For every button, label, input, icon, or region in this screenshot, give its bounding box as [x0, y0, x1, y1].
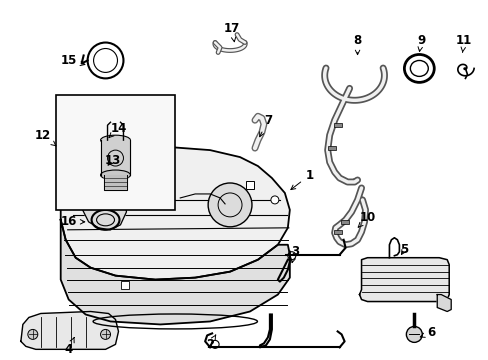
Text: 11: 11	[455, 34, 471, 53]
Bar	[333, 123, 341, 127]
Bar	[166, 181, 174, 189]
Text: 14: 14	[109, 122, 126, 138]
Text: 7: 7	[259, 114, 271, 137]
Circle shape	[208, 183, 251, 227]
Text: 17: 17	[224, 22, 240, 42]
Text: 6: 6	[420, 326, 434, 339]
Polygon shape	[21, 311, 118, 349]
Ellipse shape	[101, 135, 130, 145]
Polygon shape	[436, 294, 450, 311]
Polygon shape	[82, 183, 126, 230]
Bar	[121, 280, 129, 289]
Text: 8: 8	[353, 34, 361, 55]
Text: 16: 16	[61, 215, 84, 228]
Polygon shape	[101, 140, 130, 175]
Polygon shape	[359, 258, 448, 302]
Polygon shape	[103, 175, 127, 190]
Text: 9: 9	[416, 34, 425, 51]
Circle shape	[28, 329, 38, 339]
Ellipse shape	[101, 170, 130, 180]
Bar	[340, 220, 348, 224]
Text: 15: 15	[61, 54, 85, 67]
Bar	[327, 146, 335, 150]
Bar	[245, 181, 253, 189]
Polygon shape	[61, 220, 289, 324]
Text: 12: 12	[35, 129, 56, 146]
Text: 1: 1	[290, 168, 313, 190]
Circle shape	[406, 327, 422, 342]
Circle shape	[270, 196, 278, 204]
Circle shape	[151, 166, 159, 174]
Text: 5: 5	[400, 243, 407, 256]
Text: 10: 10	[357, 211, 375, 227]
FancyBboxPatch shape	[56, 95, 175, 210]
Polygon shape	[61, 147, 289, 280]
Text: 4: 4	[64, 337, 74, 356]
Bar	[333, 230, 341, 234]
Circle shape	[101, 329, 110, 339]
Text: 2: 2	[205, 335, 215, 351]
Text: 3: 3	[290, 245, 298, 263]
Text: 13: 13	[104, 154, 121, 167]
